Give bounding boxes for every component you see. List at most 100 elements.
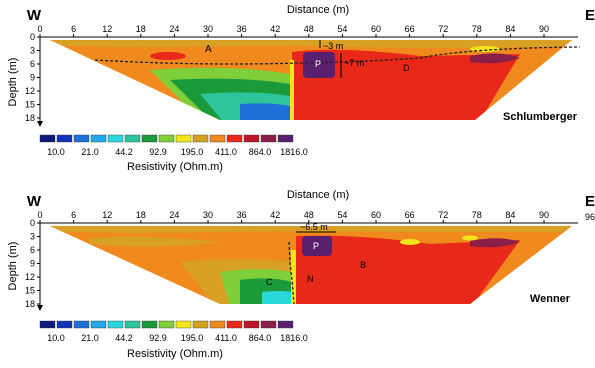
x-tick-label: 0 [37,210,42,220]
panel2-zone-label-c: C [266,277,273,287]
x-tick-label: 6 [71,24,76,34]
x-tick-label: 42 [270,210,280,220]
panel2-colorbar [39,320,294,329]
panel1-y-ticks: 0 3 6 9 12 15 18 [25,32,40,123]
colorbar-tick-label: 864.0 [249,147,272,157]
panel1-east-label: E [585,7,595,24]
y-tick-label: 9 [30,259,35,269]
panel1-annotation-7m: ~7 m [344,58,364,68]
colorbar-tick-label: 195.0 [181,333,204,343]
panel1-yellow-lens [470,46,500,52]
panel2-x-ticks: 0 6 12 18 24 30 36 42 48 54 60 66 72 78 84 90 [37,210,549,223]
colorbar-swatch [107,134,124,143]
x-tick-label: 12 [102,210,112,220]
colorbar-swatch [277,134,294,143]
x-tick-label: 84 [505,24,515,34]
x-tick-label: 36 [237,24,247,34]
x-tick-label: 48 [304,210,314,220]
x-tick-label: 90 [539,210,549,220]
colorbar-swatch [158,320,175,329]
panel1-west-label: W [27,7,42,24]
x-tick-label: 24 [169,210,179,220]
panel2-east-tick-fragment: 96 [585,212,595,222]
x-tick-label: 42 [270,24,280,34]
panel1-survey-label: Schlumberger [503,111,578,123]
panel1-zone-label-p: P [315,59,321,69]
colorbar-tick-label: 1816.0 [280,333,308,343]
panel2-anomaly-p [302,236,332,256]
colorbar-swatch [39,134,56,143]
colorbar-swatch [277,320,294,329]
panel1-x-ticks: 0 6 12 18 24 30 36 42 48 54 60 66 72 78 84 90 [37,24,549,37]
panel2-y-ticks: 0 3 6 9 12 15 18 [25,218,40,309]
x-tick-label: 66 [405,24,415,34]
panel2-left-axis-arrow [37,305,43,311]
y-tick-label: 0 [30,218,35,228]
colorbar-tick-label: 10.0 [47,333,65,343]
colorbar-swatch [226,320,243,329]
x-tick-label: 30 [203,210,213,220]
panel2-zone-label-p: P [313,241,319,251]
panel1-zone-label-a: A [205,44,212,55]
panel2-zone-label-n: N [307,274,314,284]
colorbar-tick-label: 411.0 [215,147,237,157]
y-tick-label: 3 [30,46,35,56]
panel1-red-zone [292,49,520,120]
x-tick-label: 0 [37,24,42,34]
y-tick-label: 12 [25,86,35,96]
panel2-pseudosection [50,226,572,304]
colorbar-swatch [39,320,56,329]
panel1-dashed-boundary [94,46,581,65]
x-tick-label: 60 [371,210,381,220]
colorbar-tick-label: 411.0 [215,333,237,343]
panel2-east-label: E [585,193,595,210]
colorbar-swatch [73,320,90,329]
panel-schlumberger: W E Distance (m) Depth (m) 0 6 12 18 24 30 36 4… [7,4,595,173]
colorbar-swatch [260,134,277,143]
colorbar-swatch [260,320,277,329]
y-tick-label: 0 [30,32,35,42]
x-tick-label: 78 [472,24,482,34]
panel2-tan-band [50,226,572,233]
colorbar-swatch [158,134,175,143]
panel1-yellow-strip [290,60,294,120]
colorbar-swatch [209,134,226,143]
x-tick-label: 12 [102,24,112,34]
colorbar-swatch [175,320,192,329]
panel2-colorbar-label: Resistivity (Ohm.m) [127,348,223,360]
x-tick-label: 18 [136,210,146,220]
y-tick-label: 12 [25,272,35,282]
panel2-yellow-lens-right [462,235,478,241]
y-tick-label: 6 [30,59,35,69]
panel1-pseudosection [50,40,572,120]
x-tick-label: 30 [203,24,213,34]
colorbar-swatch [107,320,124,329]
panel1-depth-label: Depth (m) [7,58,19,107]
colorbar-swatch [209,320,226,329]
x-tick-label: 24 [169,24,179,34]
panel1-colorbar [39,134,294,143]
x-tick-label: 54 [337,24,347,34]
x-tick-label: 72 [438,24,448,34]
colorbar-tick-label: 44.2 [115,147,133,157]
x-tick-label: 90 [539,24,549,34]
x-tick-label: 36 [237,210,247,220]
colorbar-swatch [90,320,107,329]
panel2-red-zone [296,235,520,304]
colorbar-swatch [243,320,260,329]
colorbar-tick-label: 10.0 [47,147,65,157]
panel1-zone-label-d: D [403,63,410,73]
colorbar-swatch [192,320,209,329]
panel1-anomaly-a [150,52,186,60]
colorbar-swatch [56,134,73,143]
panel2-colorbar-tick-labels: 10.0 21.0 44.2 92.9 195.0 411.0 864.0 1816.0 [47,333,308,343]
x-tick-label: 48 [304,24,314,34]
panel2-dashed-boundary [288,241,295,305]
panel-wenner: W E 96 Distance (m) Depth (m) 0 6 12 18 24 30… [7,189,595,360]
colorbar-swatch [243,134,260,143]
panel2-west-label: W [27,193,42,210]
panel2-tan-patch [90,236,220,247]
panel1-blue-band [240,103,294,120]
y-tick-label: 15 [25,100,35,110]
